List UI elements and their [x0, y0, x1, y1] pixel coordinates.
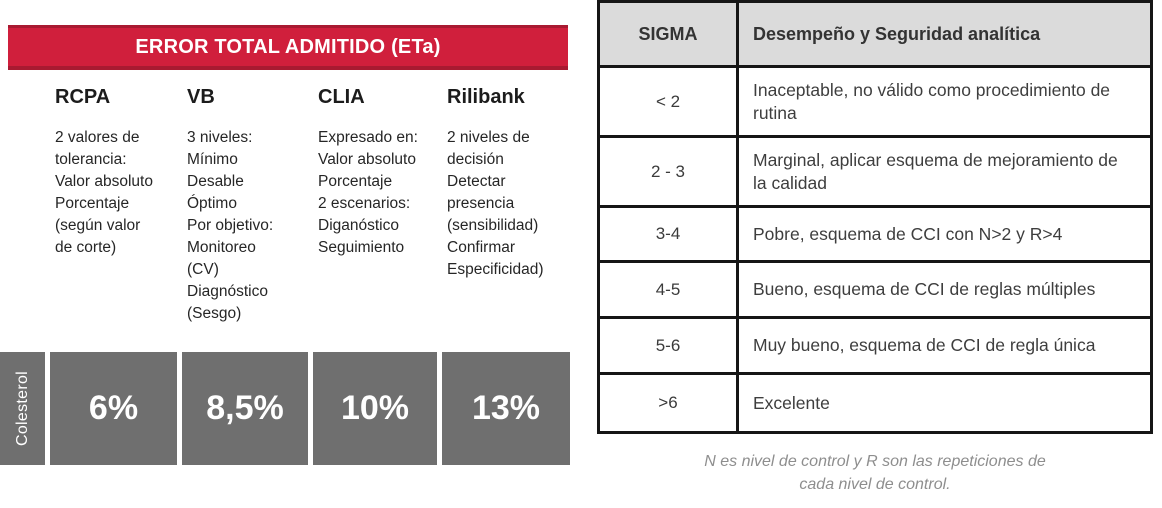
eta-title-banner: ERROR TOTAL ADMITIDO (ETa)	[8, 25, 568, 70]
table-row: >6 Excelente	[600, 372, 1150, 431]
column-body-rcpa: 2 valores de tolerancia: Valor absoluto …	[55, 129, 153, 256]
spacer	[0, 86, 45, 109]
column-body-vb: 3 niveles: Mínimo Desable Óptimo Por obj…	[187, 129, 274, 322]
sigma-value: 2 - 3	[600, 138, 739, 205]
sigma-description: Muy bueno, esquema de CCI de regla única	[753, 335, 1096, 355]
sigma-description: Excelente	[753, 392, 830, 413]
sigma-table-header-row: SIGMA Desempeño y Seguridad analítica	[600, 3, 1150, 65]
sigma-value: < 2	[600, 68, 739, 135]
sigma-column-header: SIGMA	[600, 3, 739, 65]
table-row: 2 - 3 Marginal, aplicar esquema de mejor…	[600, 135, 1150, 205]
sigma-description: Pobre, esquema de CCI con N>2 y R>4	[753, 223, 1063, 244]
sigma-description: Bueno, esquema de CCI de reglas múltiple…	[753, 279, 1096, 299]
analyte-label-box: Colesterol	[0, 352, 45, 465]
sigma-description: Marginal, aplicar esquema de mejoramient…	[753, 149, 1118, 193]
sigma-description: Inaceptable, no válido como procedimient…	[753, 79, 1111, 123]
sigma-value: >6	[600, 375, 739, 431]
spacer	[0, 127, 45, 325]
column-body-rilibank: 2 niveles de decisión Detectar presencia…	[447, 129, 544, 278]
column-header-vb: VB	[187, 86, 215, 108]
column-body-clia: Expresado en: Valor absoluto Porcentaje …	[318, 129, 418, 256]
table-row: < 2 Inaceptable, no válido como procedim…	[600, 65, 1150, 135]
eta-values-row: Colesterol 6% 8,5% 10% 13%	[0, 352, 570, 465]
eta-value-rcpa: 6%	[50, 352, 177, 465]
column-header-clia: CLIA	[318, 86, 365, 108]
description-column-header: Desempeño y Seguridad analítica	[753, 23, 1041, 44]
eta-title: ERROR TOTAL ADMITIDO (ETa)	[135, 35, 441, 58]
sigma-table: SIGMA Desempeño y Seguridad analítica < …	[597, 0, 1153, 434]
sigma-value: 3-4	[600, 208, 739, 260]
analyte-label: Colesterol	[13, 370, 31, 447]
sigma-value: 5-6	[600, 319, 739, 372]
eta-value-rilibank: 13%	[442, 352, 570, 465]
column-header-rcpa: RCPA	[55, 86, 111, 108]
table-footnote: N es nivel de control y R son las repeti…	[704, 453, 1046, 493]
eta-columns: RCPA VB CLIA Rilibank 2 valores de toler…	[0, 86, 570, 325]
table-row: 4-5 Bueno, esquema de CCI de reglas múlt…	[600, 260, 1150, 316]
eta-value-clia: 10%	[313, 352, 437, 465]
table-row: 5-6 Muy bueno, esquema de CCI de regla ú…	[600, 316, 1150, 372]
column-header-rilibank: Rilibank	[447, 86, 525, 108]
sigma-value: 4-5	[600, 263, 739, 316]
table-row: 3-4 Pobre, esquema de CCI con N>2 y R>4	[600, 205, 1150, 260]
eta-value-vb: 8,5%	[182, 352, 308, 465]
